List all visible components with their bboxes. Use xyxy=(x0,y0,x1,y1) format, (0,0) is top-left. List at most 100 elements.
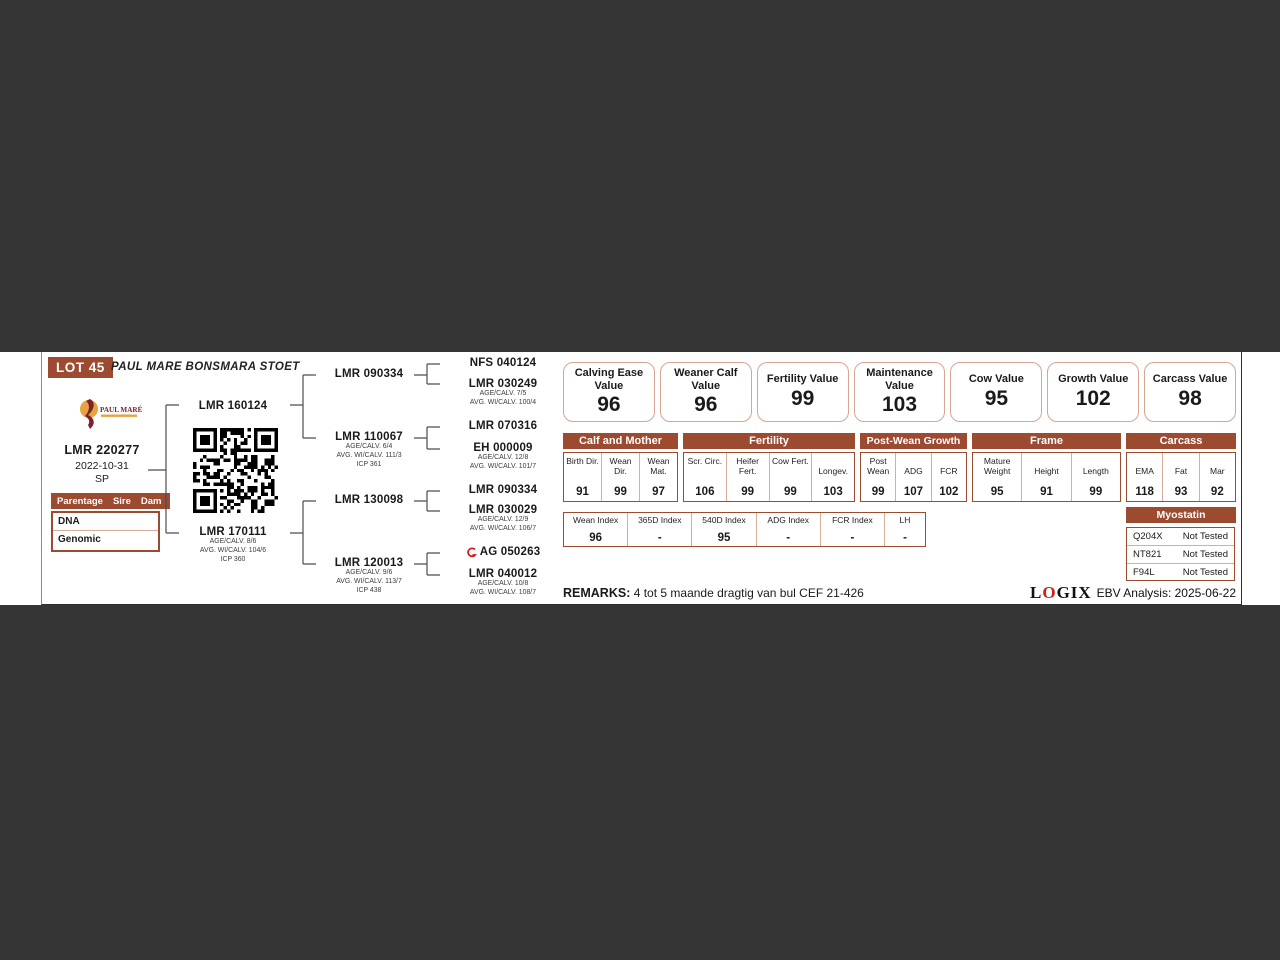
ebv-group-header: Carcass xyxy=(1126,433,1236,449)
ebv-cell: Cow Fert. 99 xyxy=(768,453,812,501)
ebv-cell: Heifer Fert. 99 xyxy=(725,453,769,501)
ebv-group-calf-and-mother: Calf and Mother Birth Dir. 91 Wean Dir. … xyxy=(563,433,678,502)
index-cell-540d: 540D Index 95 xyxy=(691,513,755,546)
main-animal-block: LMR 220277 2022-10-31 SP xyxy=(42,443,162,485)
index-cell-fcr: FCR Index - xyxy=(819,513,884,546)
index-cell-wean: Wean Index 96 xyxy=(572,515,619,544)
pedigree-grandparent: LMR 120013 AGE/CALV. 9/6 AVG. WI/CALV. 1… xyxy=(304,557,434,596)
pedigree-id: NFS 040124 xyxy=(469,357,537,369)
pedigree-stat: AGE/CALV. 12/8 xyxy=(477,454,529,461)
dam-col-label: Dam xyxy=(140,495,162,507)
value-box-row: Calving Ease Value 96 Weaner Calf Value … xyxy=(563,362,1237,422)
pedigree-greatgrandparent: NFS 040124 xyxy=(438,357,568,369)
pedigree-stat: AVG. WI/CALV. 108/7 xyxy=(469,588,537,596)
pedigree-greatgrandparent: AG 050263 xyxy=(438,546,568,558)
value-box-calving-ease: Calving Ease Value 96 xyxy=(563,362,655,422)
parentage-col-label: Parentage xyxy=(57,495,103,507)
parentage-row-dna: DNA xyxy=(53,513,158,530)
pedigree-stat: ICP 360 xyxy=(220,555,246,563)
pedigree-stat: AVG. WI/CALV. 111/3 xyxy=(336,451,402,459)
remarks-text: 4 tot 5 maande dragtig van bul CEF 21-42… xyxy=(633,586,864,600)
pedigree-grandparent: LMR 130098 xyxy=(304,494,434,506)
ebv-cell: Birth Dir. 91 xyxy=(566,456,599,498)
pedigree-stat: ICP 438 xyxy=(356,586,382,594)
pedigree-stat: AGE/CALV. 6/4 xyxy=(345,443,393,450)
value-box-value: 96 xyxy=(694,392,718,416)
pedigree-id: AG 050263 xyxy=(438,546,568,558)
pedigree-id: LMR 130098 xyxy=(334,494,404,506)
pedigree-id: LMR 070316 xyxy=(468,420,538,432)
ebv-cell: Longev. 103 xyxy=(811,453,854,501)
pedigree-stat: AVG. WI/CALV. 104/6 xyxy=(199,546,267,554)
stud-title: PAUL MARE BONSMARA STOET xyxy=(111,361,300,373)
index-cell-lh: LH - xyxy=(884,513,925,546)
parentage-header: Parentage Sire Dam xyxy=(51,493,170,509)
pedigree-sire: LMR 160124 xyxy=(168,400,298,412)
ebv-cell: Mar 92 xyxy=(1198,453,1235,501)
ebv-cell: Wean Mat. 97 xyxy=(639,453,677,501)
pedigree-greatgrandparent: LMR 070316 xyxy=(438,420,568,432)
pedigree-greatgrandparent: LMR 090334 xyxy=(438,484,568,496)
remarks: REMARKS: 4 tot 5 maande dragtig van bul … xyxy=(563,586,864,600)
ebv-group-header: Post-Wean Growth xyxy=(860,433,967,449)
value-box-value: 103 xyxy=(881,392,918,416)
value-box-weaner-calf: Weaner Calf Value 96 xyxy=(659,362,752,422)
ebv-group-carcass: Carcass EMA 118 Fat 93 Mar 92 xyxy=(1126,433,1236,502)
ebv-cell: Post Wean 99 xyxy=(867,456,890,498)
ebv-group-header: Frame xyxy=(972,433,1121,449)
pedigree-stat: AGE/CALV. 10/8 xyxy=(477,580,529,587)
animal-id: LMR 220277 xyxy=(64,443,140,457)
pedigree-grandparent: LMR 090334 xyxy=(304,368,434,380)
value-box-label: Fertility Value xyxy=(766,373,839,386)
sire-col-label: Sire xyxy=(112,495,131,507)
value-box-label: Weaner Calf Value xyxy=(674,367,738,392)
parentage-row-label: DNA xyxy=(58,516,80,527)
value-box-carcass: Carcass Value 98 xyxy=(1144,362,1237,422)
pedigree-id: LMR 030249 xyxy=(468,378,538,390)
breed-mark-icon xyxy=(466,546,477,557)
animal-birthdate: 2022-10-31 xyxy=(75,460,129,472)
value-box-growth: Growth Value 102 xyxy=(1047,362,1140,422)
animal-status: SP xyxy=(94,473,109,485)
pedigree-stat: AVG. WI/CALV. 101/7 xyxy=(469,462,537,470)
ebv-group-post-wean-growth: Post-Wean Growth Post Wean 99 ADG 107 FC… xyxy=(860,433,967,502)
ebv-analysis-date: EBV Analysis: 2025-06-22 xyxy=(1096,586,1236,600)
value-box-label: Carcass Value xyxy=(1152,373,1228,386)
value-box-label: Maintenance Value xyxy=(866,367,933,392)
myostatin-row: F94L Not Tested xyxy=(1127,563,1234,581)
pedigree-stat: AVG. WI/CALV. 106/7 xyxy=(469,524,537,532)
ebv-group-fertility: Fertility Scr. Circ. 106 Heifer Fert. 99… xyxy=(683,433,855,502)
ebv-cell: Length 99 xyxy=(1070,453,1120,501)
value-box-value: 102 xyxy=(1075,386,1111,410)
ebv-cell: Height 91 xyxy=(1021,453,1070,501)
pedigree-id: LMR 110067 xyxy=(335,431,403,443)
pedigree-id: LMR 120013 xyxy=(334,557,404,569)
ebv-cell: Wean Dir. 99 xyxy=(601,453,639,501)
value-box-value: 95 xyxy=(984,386,1009,410)
pedigree-stat: AGE/CALV. 7/5 xyxy=(479,390,527,397)
paulmare-logo: PAUL MARÉ xyxy=(78,392,143,434)
index-strip: Wean Index 96 365D Index - 540D Index 95… xyxy=(563,512,926,547)
value-box-label: Calving Ease Value xyxy=(574,367,644,392)
ebv-cell: Fat 93 xyxy=(1162,453,1198,501)
ebv-group-header: Calf and Mother xyxy=(563,433,678,449)
pedigree-stat: AVG. WI/CALV. 100/4 xyxy=(469,398,537,406)
lot-badge: LOT 45 xyxy=(48,357,113,378)
pedigree-stat: ICP 361 xyxy=(356,460,382,468)
pedigree-stat: AGE/CALV. 9/6 xyxy=(345,569,393,576)
myostatin-row: NT821 Not Tested xyxy=(1127,545,1234,563)
pedigree-id: LMR 090334 xyxy=(468,484,538,496)
ebv-cell: Mature Weight 95 xyxy=(983,456,1011,498)
value-box-value: 96 xyxy=(597,392,621,416)
pedigree-id: LMR 040012 xyxy=(468,568,538,580)
parentage-row-genomic: Genomic xyxy=(53,530,158,548)
parentage-table: DNA Genomic xyxy=(51,511,160,552)
index-cell-adg: ADG Index - xyxy=(755,513,820,546)
value-box-cow: Cow Value 95 xyxy=(950,362,1043,422)
pedigree-id: LMR 090334 xyxy=(334,368,404,380)
pedigree-greatgrandparent: LMR 030249 AGE/CALV. 7/5 AVG. WI/CALV. 1… xyxy=(438,378,568,408)
value-box-fertility: Fertility Value 99 xyxy=(756,362,849,422)
logo-figure-icon xyxy=(85,399,94,429)
value-box-maintenance: Maintenance Value 103 xyxy=(853,362,946,422)
ebv-group-frame: Frame Mature Weight 95 Height 91 Length … xyxy=(972,433,1121,502)
